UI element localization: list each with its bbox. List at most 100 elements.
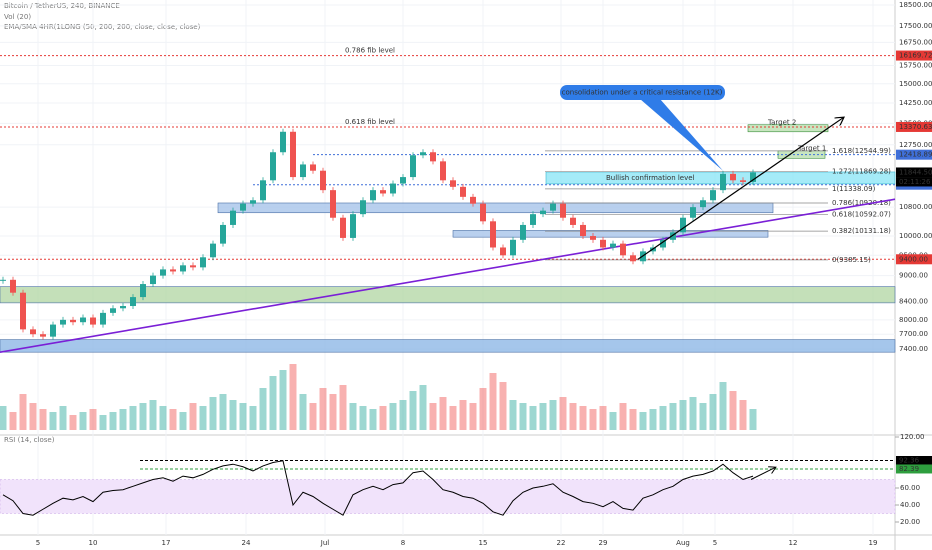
x-tick-label: 5	[36, 539, 40, 547]
rsi-level-label: 82.39	[899, 465, 919, 473]
candle	[710, 190, 716, 201]
target-label: Target 1	[797, 145, 826, 153]
volume-bar	[649, 409, 657, 430]
y-tick-label: 15750.00	[899, 61, 932, 69]
volume-bar	[349, 403, 357, 430]
x-tick-label: 15	[479, 539, 488, 547]
y-tick-label: 7700.00	[899, 330, 928, 338]
arrow	[637, 118, 843, 260]
volume-bar	[549, 400, 557, 430]
rsi-line	[2, 460, 754, 516]
volume-bar	[489, 373, 497, 430]
bullish-label: Bullish confirmation level	[606, 174, 695, 182]
candle	[120, 306, 126, 309]
x-tick-label: 17	[162, 539, 171, 547]
volume-bar	[659, 406, 667, 430]
candle	[80, 317, 86, 323]
volume-bar	[539, 403, 547, 430]
callout-box	[560, 85, 725, 100]
indicator-label: Vol (20)	[4, 13, 31, 21]
x-tick-label: 12	[789, 539, 798, 547]
retracement-label: 1.272(11869.28)	[832, 168, 891, 176]
price-label: 16169.72	[899, 52, 932, 60]
indicator-label: EMA/SMA 4HR(1LONG (50, 200, 200, close, …	[4, 23, 201, 31]
x-tick-label: 19	[869, 539, 878, 547]
volume-bar	[99, 415, 107, 430]
y-tick-label: 7400.00	[899, 345, 928, 353]
price-label: 9400.00	[899, 255, 928, 263]
volume-bar	[459, 400, 467, 430]
candle	[370, 190, 376, 201]
candle	[40, 334, 46, 337]
candle	[190, 265, 196, 268]
volume-bar	[59, 406, 67, 430]
volume-bar	[469, 403, 477, 430]
volume-bar	[599, 406, 607, 430]
x-tick-label: 22	[557, 539, 566, 547]
volume-bar	[569, 403, 577, 430]
candle	[200, 257, 206, 268]
candle	[270, 152, 276, 181]
volume-bar	[609, 412, 617, 430]
candle	[100, 312, 106, 325]
candle	[680, 217, 686, 233]
candle	[620, 243, 626, 256]
candle	[730, 173, 736, 181]
candle	[300, 164, 306, 178]
x-tick-label: 24	[242, 539, 251, 547]
volume-bar	[749, 409, 757, 430]
volume-bar	[579, 406, 587, 430]
candle	[570, 217, 576, 225]
volume-bar	[669, 403, 677, 430]
candle	[20, 292, 26, 330]
volume-bar	[119, 409, 127, 430]
x-tick-label: 8	[401, 539, 405, 547]
candle	[460, 186, 466, 197]
volume-bar	[529, 406, 537, 430]
rsi-level-label: 92.36	[899, 456, 920, 464]
y-tick-label: 8400.00	[899, 298, 928, 306]
volume-bar	[389, 403, 397, 430]
volume-bar	[219, 394, 227, 430]
volume-bar	[709, 394, 717, 430]
candle	[500, 247, 506, 256]
volume-bar	[229, 400, 237, 430]
candle	[560, 203, 566, 218]
price-label-bg	[896, 167, 932, 178]
price-label: 11844.50	[899, 168, 932, 176]
volume-bar	[189, 403, 197, 430]
zone	[0, 339, 896, 353]
volume-bar	[409, 391, 417, 430]
rsi-title: RSI (14, close)	[4, 436, 55, 444]
volume-bar	[429, 403, 437, 430]
y-tick-label: 15000.00	[899, 80, 932, 88]
volume-bar	[699, 403, 707, 430]
candle	[90, 317, 96, 325]
zone	[452, 230, 769, 238]
retracement-label: 0.382(10131.18)	[832, 227, 891, 235]
candle	[410, 155, 416, 178]
volume-bar	[9, 412, 17, 430]
candle	[380, 190, 386, 194]
countdown: 02:11:26	[899, 178, 931, 186]
candle	[690, 207, 696, 218]
volume-bar	[39, 409, 47, 430]
volume-bar	[279, 370, 287, 430]
volume-bar	[369, 409, 377, 430]
volume-bar	[139, 403, 147, 430]
candle	[400, 177, 406, 184]
y-tick-label: 8000.00	[899, 316, 928, 324]
candle	[490, 221, 496, 248]
price-label-bg	[896, 149, 932, 160]
volume-bar	[739, 400, 747, 430]
candle	[170, 269, 176, 272]
volume-bar	[499, 382, 507, 430]
volume-bar	[639, 412, 647, 430]
candle	[740, 180, 746, 182]
rsi-band	[0, 479, 896, 514]
candle	[390, 183, 396, 194]
y-tick-label: 10800.00	[899, 203, 932, 211]
candle	[550, 203, 556, 211]
y-tick-label: 17500.00	[899, 22, 932, 30]
x-tick-label: Jul	[320, 539, 330, 547]
